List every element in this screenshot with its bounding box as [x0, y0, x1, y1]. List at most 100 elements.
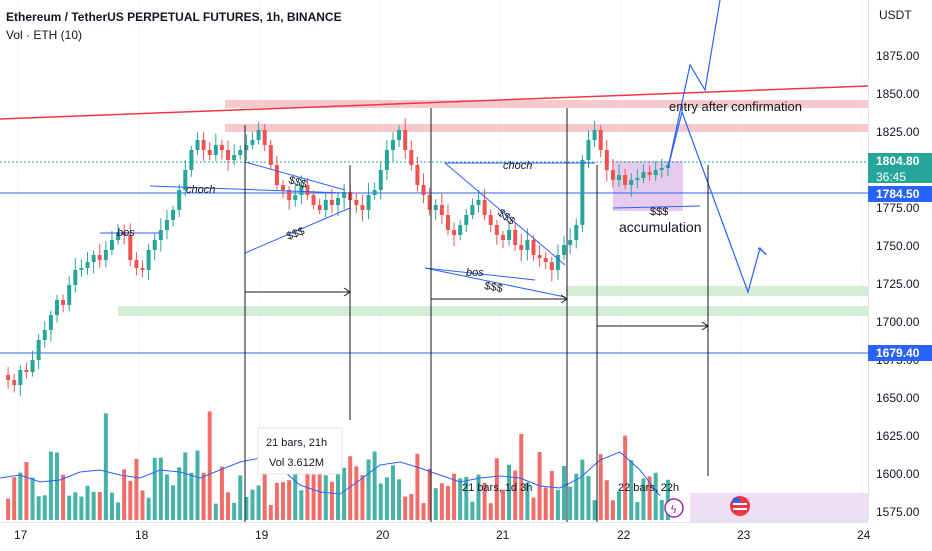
volume-bar	[586, 476, 591, 520]
structure-lines	[100, 161, 701, 298]
candle-body	[250, 140, 255, 145]
volume-bar	[592, 500, 597, 520]
candle-body	[537, 255, 542, 258]
volume-bar	[366, 459, 371, 520]
candle-body	[232, 155, 237, 160]
volume-bar	[568, 486, 573, 520]
volume-bar	[287, 480, 292, 520]
volume-bar	[354, 466, 359, 520]
candle-body	[617, 175, 622, 180]
bar-countdown: 36:45	[876, 170, 907, 184]
candle-body	[36, 340, 41, 360]
candle-body	[580, 160, 585, 225]
volume-bar	[18, 472, 23, 520]
volume-bar	[12, 477, 17, 520]
volume-bars	[6, 411, 670, 520]
liquidity-label-5[interactable]: $$$	[650, 206, 668, 218]
volume-bar	[384, 477, 389, 520]
candle-body	[128, 235, 133, 260]
volume-bar	[433, 488, 438, 520]
volume-bar	[24, 462, 29, 520]
candle-body	[226, 150, 231, 160]
candle-body	[623, 175, 628, 185]
volume-bar	[452, 473, 457, 520]
volume-bar	[543, 487, 548, 520]
volume-bar	[562, 466, 567, 520]
volume-indicator-title[interactable]: Vol · ETH (10)	[6, 28, 83, 42]
entry-label[interactable]: entry after confirmation	[669, 99, 802, 114]
candle-body	[42, 330, 47, 340]
volume-bar	[623, 435, 628, 520]
symbol-title[interactable]: Ethereum / TetherUS PERPETUAL FUTURES, 1…	[6, 10, 342, 24]
candle-body	[146, 250, 151, 270]
annotations: choch choch bos bos $$$ $$$ $$$ $$$ $$$ …	[117, 99, 802, 295]
time-axis[interactable]	[0, 522, 868, 551]
projection-path	[667, 0, 721, 169]
candle-body	[171, 210, 176, 220]
demand-zone-1[interactable]	[566, 286, 868, 296]
liquidity-label-2[interactable]: $$$	[285, 225, 306, 243]
price-tick-label: 1775.00	[876, 201, 920, 215]
candle-body	[329, 200, 334, 205]
candle-body	[268, 145, 273, 165]
volume-bar	[421, 503, 426, 520]
candle-body	[586, 140, 591, 160]
candle-body	[427, 195, 432, 210]
candle-body	[647, 172, 652, 175]
candle-body	[61, 300, 66, 305]
candle-body	[311, 195, 316, 205]
volume-bar	[54, 452, 59, 520]
volume-bar	[574, 473, 579, 520]
accumulation-label[interactable]: accumulation	[619, 219, 702, 235]
time-tick-label: 21	[496, 528, 510, 542]
demand-zone-2[interactable]	[118, 306, 868, 316]
volume-bar	[494, 458, 499, 520]
candle-body	[6, 375, 11, 380]
volume-bar	[152, 457, 157, 520]
liquidity-label-4[interactable]: $$$	[483, 280, 503, 295]
volume-bar	[342, 467, 347, 520]
volume-bar	[647, 476, 652, 520]
time-tick-label: 18	[135, 528, 149, 542]
resistance-trendline[interactable]	[0, 85, 869, 120]
volume-bar	[390, 465, 395, 520]
volume-bar	[274, 482, 279, 520]
liquidity-label-1[interactable]: $$$	[287, 174, 308, 191]
candle-body	[488, 215, 493, 225]
us-flag-icon[interactable]	[730, 496, 750, 516]
candle-body	[500, 235, 505, 240]
flash-icon[interactable]: ϟ	[664, 498, 684, 518]
volume-bar	[482, 482, 487, 520]
candle-body	[445, 215, 450, 230]
candle-body	[409, 150, 414, 165]
level-tag-1679-value: 1679.40	[876, 346, 920, 360]
accumulation-zone[interactable]	[613, 161, 683, 211]
candle-body	[336, 198, 340, 205]
candle-body	[476, 200, 481, 205]
candle-body	[653, 170, 658, 175]
candle-body	[610, 170, 615, 180]
liquidity-label-3[interactable]: $$$	[495, 207, 517, 228]
volume-bar	[48, 451, 53, 520]
candle-body	[293, 195, 298, 200]
candle-body	[109, 240, 114, 250]
choch-label-2[interactable]: choch	[503, 160, 532, 172]
volume-bar	[134, 458, 139, 520]
supply-zone-2[interactable]	[225, 124, 868, 132]
candle-body	[482, 200, 487, 215]
bos-label-2[interactable]: bos	[466, 267, 484, 279]
volume-bar	[183, 452, 188, 520]
volume-bar	[476, 474, 481, 520]
candle-body	[67, 285, 72, 305]
price-axis[interactable]: USDT	[868, 0, 932, 520]
price-tick-label: 1600.00	[876, 467, 920, 481]
volume-bar	[293, 453, 298, 520]
time-tick-label: 19	[255, 528, 269, 542]
bos-label-1[interactable]: bos	[117, 227, 135, 239]
candle-body	[287, 190, 292, 200]
choch-label-1[interactable]: choch	[186, 184, 215, 196]
supply-zone-1[interactable]	[225, 100, 868, 108]
candle-body	[323, 200, 328, 210]
price-tick-label: 1850.00	[876, 87, 920, 101]
